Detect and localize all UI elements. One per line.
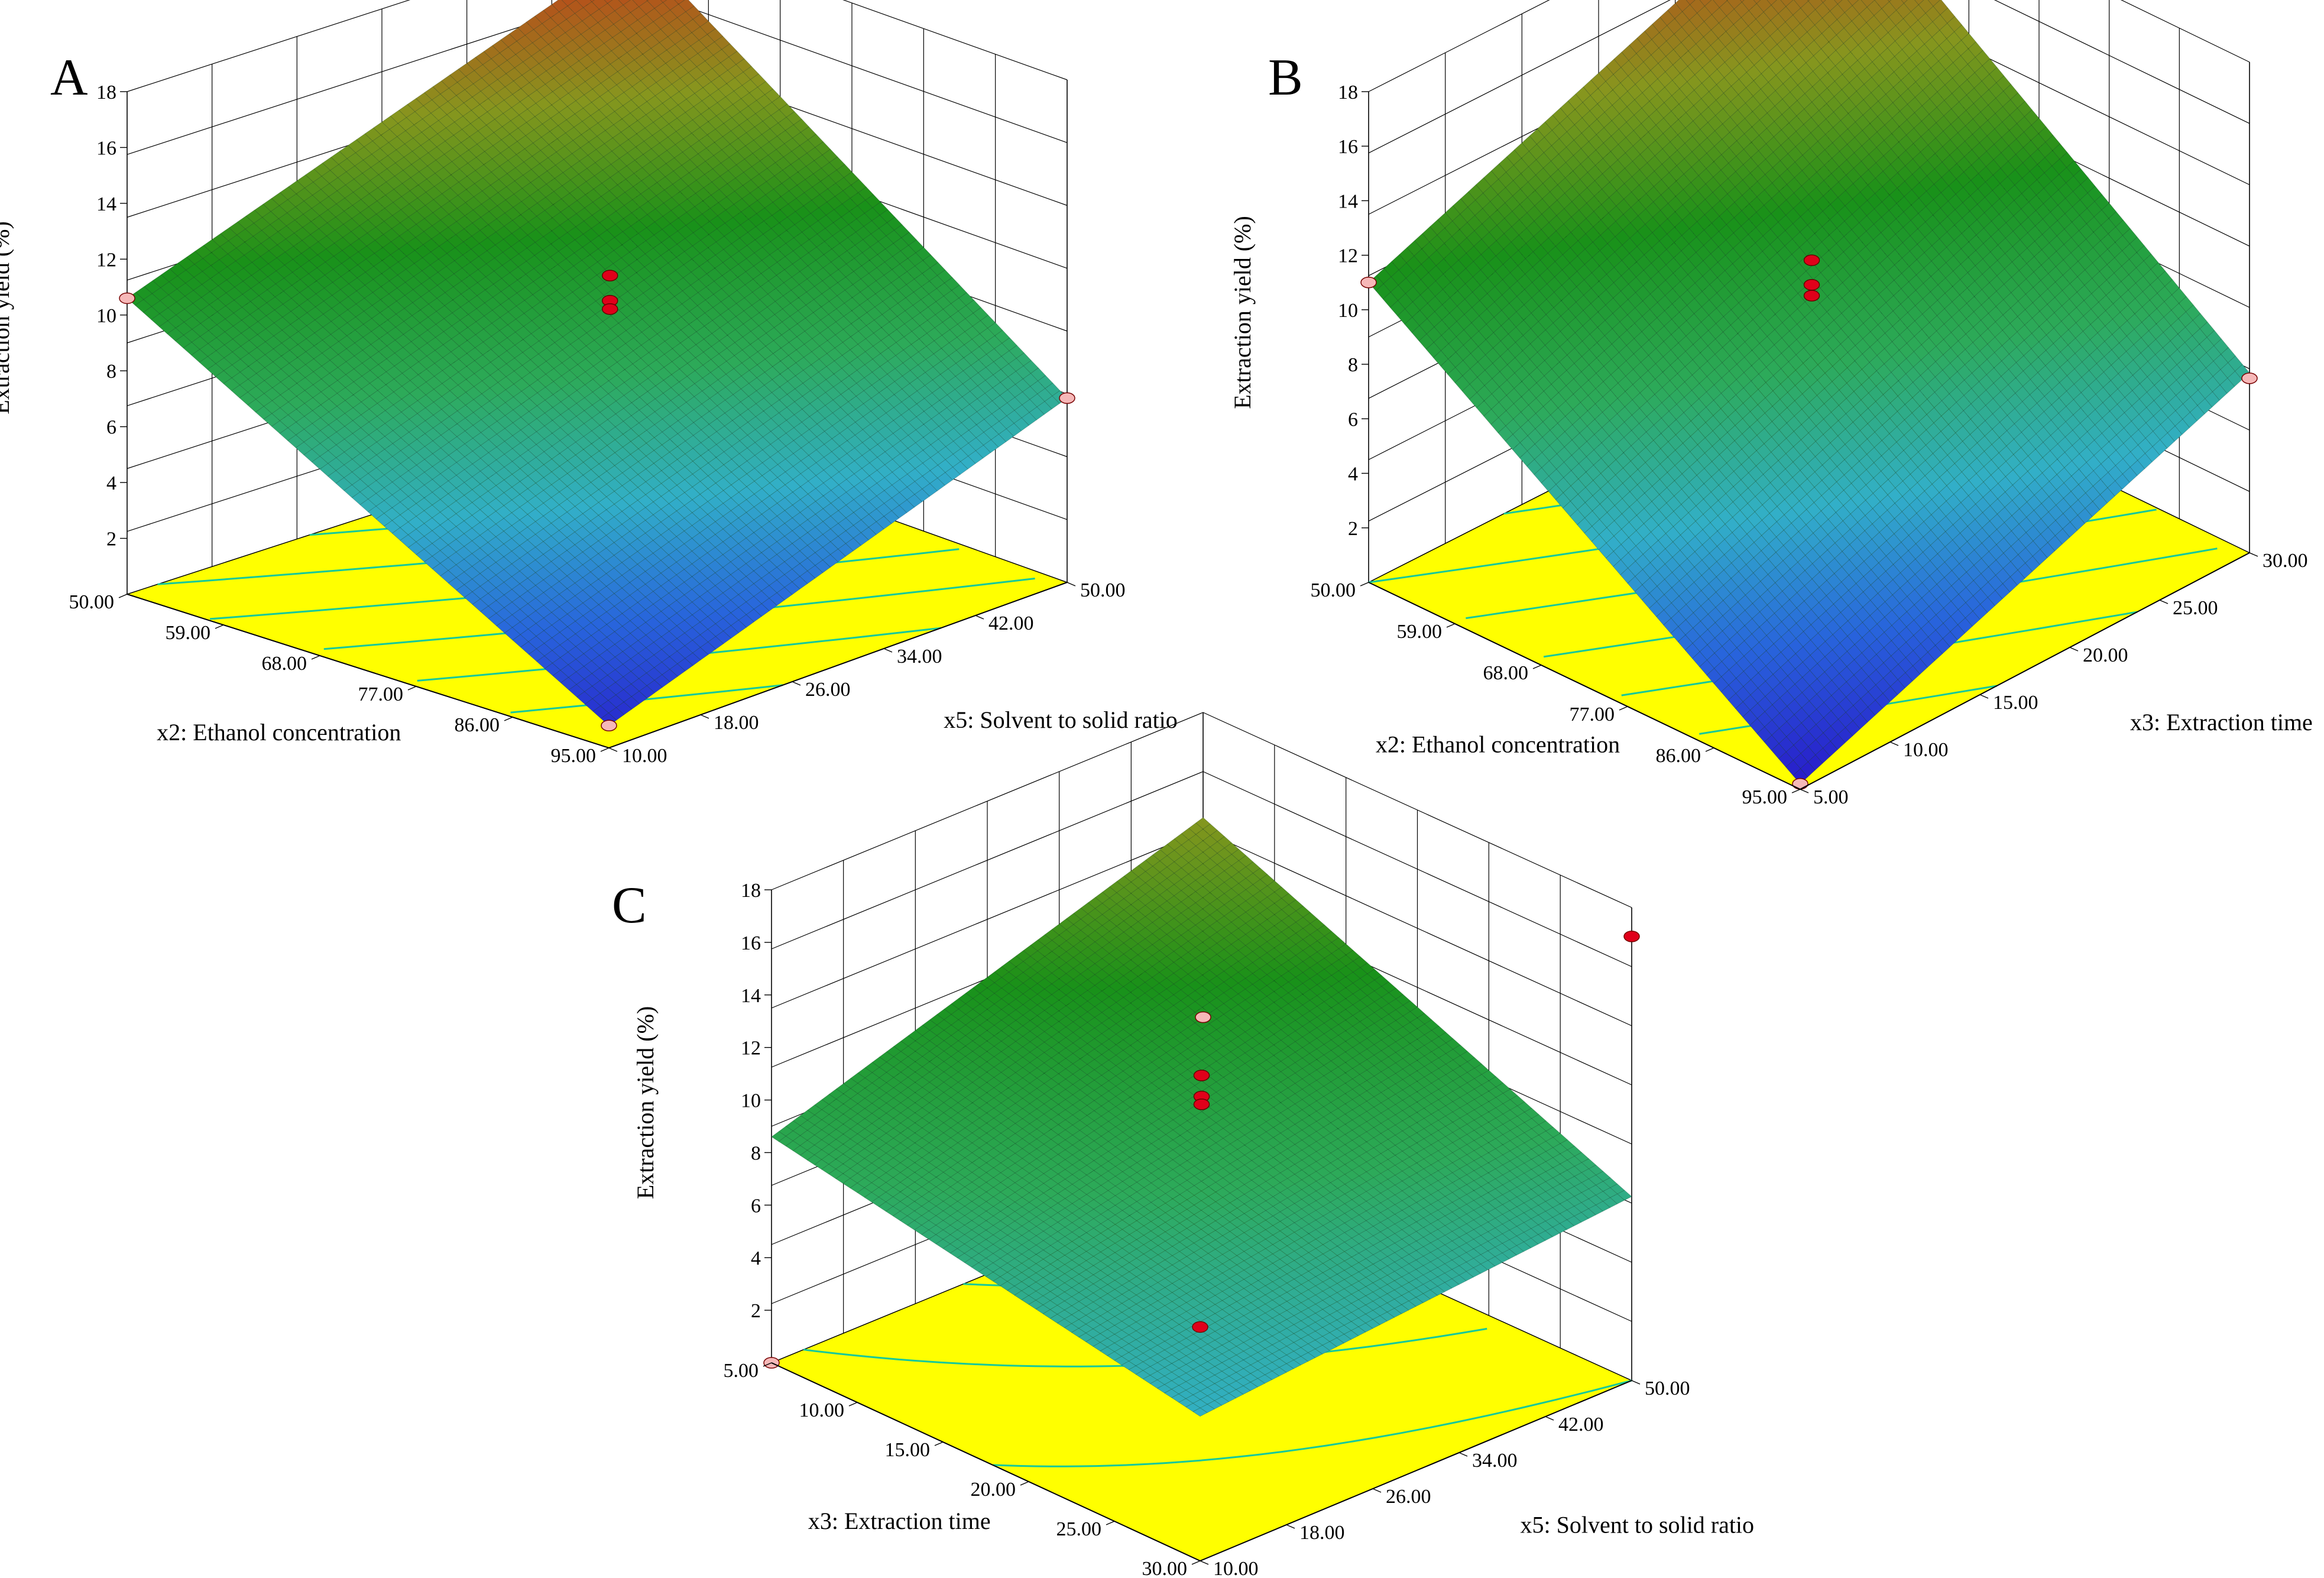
contour-line: [510, 684, 783, 714]
design-point: [602, 270, 618, 281]
z-tick-label: 2: [106, 529, 116, 550]
z-tick-label: 18: [96, 82, 116, 103]
x-tick: [215, 624, 224, 629]
panel-a: 2 4 6 8 10 12 14 16 18 Extraction yield (%) 50.00 5…: [0, 0, 1178, 767]
x-tick-label: 86.00: [455, 714, 500, 736]
y-tick-label: 34.00: [897, 646, 942, 668]
z-tick-label: 14: [96, 193, 116, 215]
x-tick: [118, 594, 128, 598]
x-axis-title: x2: Ethanol concentration: [157, 719, 401, 746]
x-tick: [600, 747, 610, 752]
z-tick-label: 16: [96, 137, 116, 159]
design-point: [1059, 392, 1075, 404]
x-tick: [407, 686, 417, 691]
panel-label: A: [50, 49, 88, 106]
x-tick-label: 59.00: [166, 622, 211, 644]
surface-cell: [589, 0, 595, 2]
y-tick-label: 18.00: [714, 712, 759, 734]
y-tick-label: 42.00: [988, 613, 1034, 634]
x-tick-label: 50.00: [69, 591, 115, 613]
y-tick-label: 10.00: [622, 745, 667, 767]
y-tick: [700, 714, 709, 719]
surface-cell: [674, 0, 685, 5]
response-surface: [127, 0, 1068, 726]
z-tick-label: 8: [106, 361, 116, 383]
x-tick-label: 77.00: [358, 683, 404, 705]
x-tick: [504, 717, 513, 721]
z-tick-label: 10: [96, 305, 116, 327]
y-tick: [608, 747, 618, 752]
design-point: [602, 303, 618, 315]
surface-cell: [660, 0, 667, 3]
y-tick-label: 26.00: [805, 679, 851, 701]
x-tick: [311, 655, 320, 660]
z-tick-label: 6: [106, 417, 116, 439]
z-tick-label: 12: [96, 249, 116, 271]
surface-cell: [646, 0, 649, 1]
y-tick: [975, 615, 984, 620]
y-tick: [792, 681, 801, 686]
z-axis-title: Extraction yield (%): [0, 221, 14, 414]
y-tick-label: 50.00: [1080, 579, 1126, 601]
y-tick: [883, 648, 893, 653]
design-point: [601, 720, 617, 731]
x-tick-label: 95.00: [551, 745, 597, 767]
y-tick: [1067, 582, 1076, 587]
y-axis-title: x5: Solvent to solid ratio: [944, 707, 1178, 733]
z-tick-label: 4: [106, 472, 116, 494]
design-point: [119, 292, 135, 304]
x-tick-label: 68.00: [262, 653, 307, 675]
